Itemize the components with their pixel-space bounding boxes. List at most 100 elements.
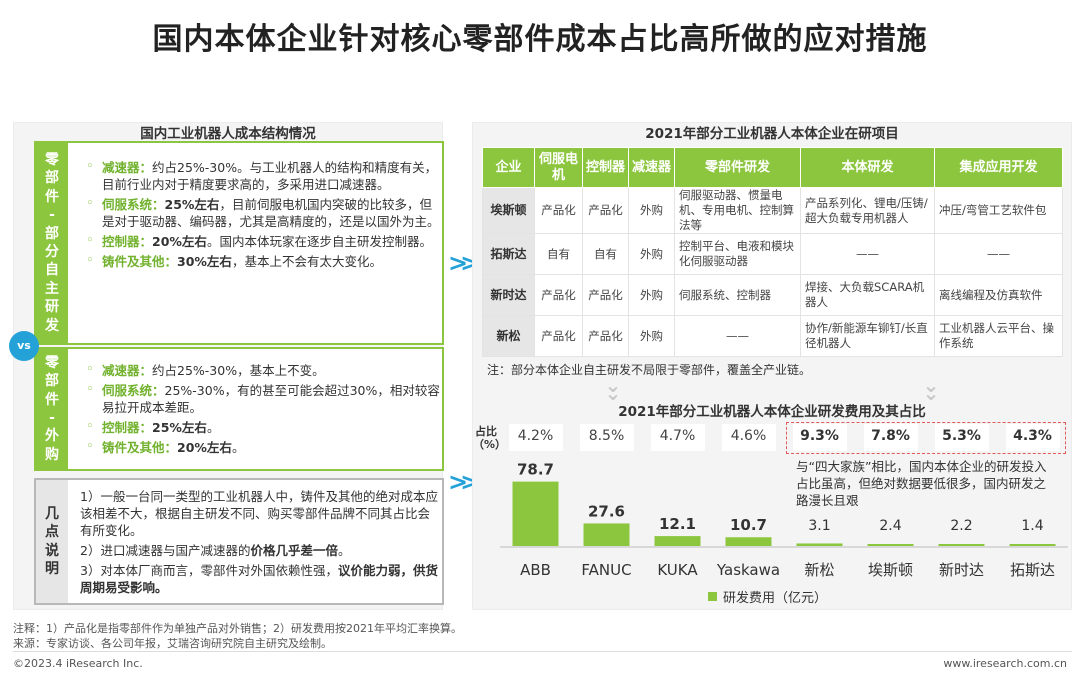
table-row: 埃斯顿 产品化 产品化 外购 伺服驱动器、惯量电机、专用电机、控制算法等 产品系列化、锂电… [482, 187, 1063, 234]
table-cell: 产品化 [534, 187, 583, 234]
cost-item-name: 铸件及其他： [102, 440, 178, 455]
chart-title: 2021年部分工业机器人本体企业研发费用及其占比 [618, 404, 926, 420]
table-cell: 工业机器人云平台、操作系统 [934, 315, 1063, 357]
chart-annotation: 与“四大家族”相比，国内本体企业的研发投入占比虽高，但绝对数据要低很多，国内研发… [796, 459, 1047, 508]
note-item-3: 3）对本体厂商而言，零部件对外国依赖性强，议价能力弱，供货周期易受影响。 [80, 563, 438, 595]
notes-box [34, 478, 444, 605]
cost-item: 减速器：约占25%-30%。与工业机器人的结构和精度有关，目前行业内对于精度要求… [82, 158, 442, 193]
x-tick-label: ABB [520, 561, 551, 579]
table-cell: 产品系列化、锂电/压铸/超大负载专用机器人 [800, 187, 935, 234]
company-cell: 埃斯顿 [482, 187, 535, 234]
percent-value: 4.2% [517, 428, 554, 444]
bar-value-label: 2.2 [950, 518, 972, 534]
cost-item-text: 。 [231, 440, 245, 455]
cost-item-text: 。国内本体玩家在逐步自主研发控制器。 [206, 234, 432, 249]
x-tick-label: 埃斯顿 [868, 561, 913, 579]
company-cell: 拓斯达 [482, 233, 535, 275]
rd-bar-chart: 78.7 ABB 27.6 FANUC 12.1 KUKA 10.7 Yaskawa 3.1 新松… [500, 461, 1068, 579]
x-tick-label: 拓斯达 [1010, 561, 1055, 579]
table-cell: 冲压/弯管工艺软件包 [934, 187, 1063, 234]
table-header-cell: 零部件研发 [674, 147, 801, 188]
cost-item-name: 控制器： [102, 234, 153, 249]
cost-item-text: ，目前伺服电机国内突破的比较多，但是对于驱动器、编码器，尤其是高精度的，还是以国… [102, 197, 440, 229]
table-cell: —— [674, 315, 801, 357]
cost-item-text: ，基本上不会有太大变化。 [231, 254, 382, 269]
cost-item: 铸件及其他：30%左右，基本上不会有太大变化。 [82, 252, 442, 270]
x-tick-label: 新时达 [939, 561, 984, 579]
table-cell: 自有 [582, 233, 629, 275]
purchased-label: 零部件-外购 [36, 349, 68, 469]
table-cell: 伺服系统、控制器 [674, 274, 801, 316]
table-cell: 产品化 [534, 274, 583, 316]
vs-badge: vs [9, 331, 39, 361]
bar-value-label: 2.4 [879, 518, 901, 534]
x-tick-label: FANUC [581, 561, 631, 579]
table-row: 新松 产品化 产品化 外购 —— 协作/新能源车铆钉/长直径机器人 工业机器人云平台、操作系… [482, 315, 1063, 357]
footer-note: 注释：1）产品化是指零部件作为单独产品对外销售；2）研发费用按2021年平均汇率… [13, 622, 462, 635]
table-header-cell: 伺服电机 [534, 147, 583, 188]
page-title: 国内本体企业针对核心零部件成本占比高所做的应对措施 [152, 22, 928, 57]
table-cell: 伺服驱动器、惯量电机、专用电机、控制算法等 [674, 187, 801, 234]
company-cell: 新松 [482, 315, 535, 357]
percent-cell-bg [650, 424, 705, 451]
bar [654, 536, 701, 546]
x-tick-label: 新松 [804, 561, 834, 579]
cost-item-text: 25%-30%，有的甚至可能会超过30%，相对较容易拉开成本差距。 [102, 383, 440, 415]
cost-item-share: 25%左右 [152, 420, 207, 435]
bar-value-label: 3.1 [808, 518, 830, 534]
self-developed-list: 减速器：约占25%-30%。与工业机器人的结构和精度有关，目前行业内对于精度要求… [82, 158, 442, 273]
bar [725, 537, 772, 546]
projects-table: 企业 伺服电机 控制器 减速器 零部件研发 本体研发 集成应用开发 埃斯顿 产品化 产品化 外购伺… [482, 147, 1063, 357]
table-cell: —— [800, 233, 935, 275]
cost-item-share: 30%左右 [177, 254, 232, 269]
cost-item-name: 伺服系统： [102, 383, 165, 398]
percent-value: 4.7% [659, 428, 696, 444]
cost-item-share: 20%左右 [177, 440, 232, 455]
table-note: 注：部分本体企业自主研发不局限于零部件，覆盖全产业链。 [487, 363, 812, 377]
cost-item-text: 约占25%-30%。与工业机器人的结构和精度有关，目前行业内对于精度要求高的，多… [102, 160, 438, 192]
table-row: 新时达 产品化 产品化 外购 伺服系统、控制器 焊接、大负载SCARA机器人 离线编程及仿真… [482, 274, 1063, 316]
cost-item: 伺服系统：25%-30%，有的甚至可能会超过30%，相对较容易拉开成本差距。 [82, 381, 442, 416]
cost-item-name: 减速器： [102, 160, 153, 175]
percent-cell-bg [934, 424, 989, 451]
bar [796, 543, 843, 546]
percent-cell-bg [721, 424, 776, 451]
percent-cell-bg [579, 424, 634, 451]
bar-value-label: 78.7 [517, 461, 554, 479]
cost-item: 控制器：20%左右。国内本体玩家在逐步自主研发控制器。 [82, 232, 442, 250]
table-row: 拓斯达 自有 自有 外购 控制平台、电液和模块化伺服驱动器 —— —— [482, 233, 1063, 275]
cost-item-share: 25%左右 [164, 197, 220, 212]
notes-list: 1）一般一台同一类型的工业机器人中，铸件及其他的绝对成本应该相差不大，根据自主研… [80, 488, 438, 599]
chevron-down-icon: ⌄ ⌄ [604, 373, 622, 405]
bar [938, 544, 985, 546]
cost-item-name: 伺服系统： [102, 197, 165, 212]
chevron-right-icon: >> [448, 468, 480, 496]
note-item-2: 2）进口减速器与国产减速器的价格几乎差一倍。 [80, 543, 351, 558]
bar-value-label: 27.6 [588, 502, 625, 520]
cost-item-name: 减速器： [102, 363, 153, 378]
table-cell: 外购 [628, 315, 675, 357]
table-header-cell: 控制器 [582, 147, 629, 188]
cost-item: 伺服系统：25%左右，目前伺服电机国内突破的比较多，但是对于驱动器、编码器，尤其… [82, 195, 442, 230]
table-header-cell: 集成应用开发 [934, 147, 1063, 188]
footer-copyright: ©2023.4 iResearch Inc. [13, 657, 143, 670]
table-cell: 协作/新能源车铆钉/长直径机器人 [800, 315, 935, 357]
bar-value-label: 12.1 [659, 515, 696, 533]
company-cell: 新时达 [482, 274, 535, 316]
right-section-title: 2021年部分工业机器人本体企业在研项目 [645, 126, 899, 142]
table-cell: 外购 [628, 274, 675, 316]
table-cell: 产品化 [582, 315, 629, 357]
percent-value: 4.6% [730, 428, 767, 444]
table-cell: 控制平台、电液和模块化伺服驱动器 [674, 233, 801, 275]
table-cell: 外购 [628, 187, 675, 234]
footer-url: www.iresearch.com.cn [943, 657, 1067, 670]
table-cell: 产品化 [582, 274, 629, 316]
x-tick-label: KUKA [657, 561, 698, 579]
domestic-percent-highlight [786, 422, 1066, 454]
self-developed-label: 零部件-部分自主研发 [36, 143, 68, 343]
x-tick-label: Yaskawa [716, 561, 780, 579]
table-cell: 外购 [628, 233, 675, 275]
bar [1009, 544, 1056, 546]
purchased-list: 减速器：约占25%-30%，基本上不变。伺服系统：25%-30%，有的甚至可能会… [82, 361, 442, 459]
chart-legend: 研发费用（亿元） [708, 587, 827, 606]
